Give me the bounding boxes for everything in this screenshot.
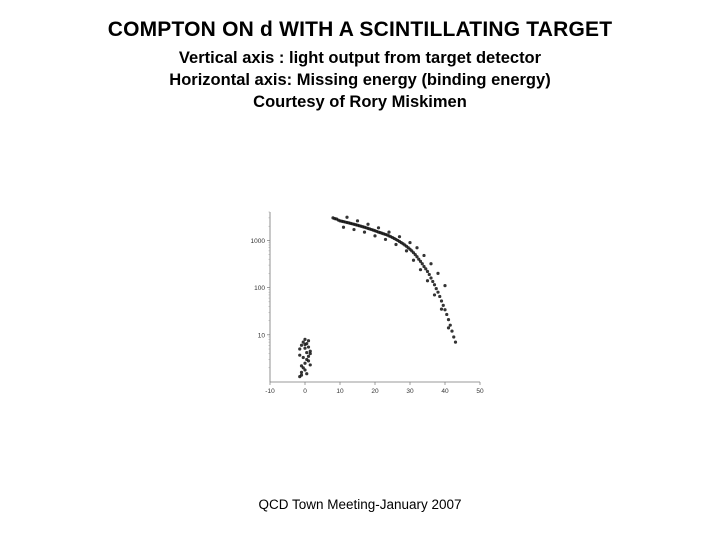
data-point (441, 303, 445, 307)
data-point (301, 355, 305, 360)
x-tick-label: 30 (406, 388, 414, 395)
data-point (424, 267, 428, 271)
data-point (306, 359, 311, 363)
data-point (418, 259, 423, 263)
slide-footer: QCD Town Meeting-January 2007 (258, 497, 462, 512)
data-point (376, 226, 381, 230)
data-point (415, 255, 419, 259)
data-point (298, 353, 302, 357)
data-point (373, 234, 377, 238)
data-point (362, 230, 367, 234)
data-point (341, 225, 346, 229)
data-point (301, 340, 305, 344)
data-point (427, 272, 431, 277)
data-point (299, 373, 304, 377)
data-point (446, 326, 451, 330)
data-point (408, 240, 412, 245)
x-tick-label: 50 (476, 388, 484, 395)
data-point (415, 246, 419, 250)
data-point (425, 269, 430, 274)
data-point (303, 346, 307, 350)
data-point (443, 284, 447, 288)
data-point (355, 219, 360, 223)
data-point (425, 279, 430, 283)
data-point (303, 343, 307, 347)
data-point (431, 279, 435, 284)
subtitle-horizontal-axis: Horizontal axis: Missing energy (binding… (169, 71, 551, 89)
data-point (436, 271, 440, 276)
data-point (439, 299, 444, 303)
data-point (443, 308, 447, 312)
data-point (432, 293, 437, 297)
data-point (303, 361, 307, 365)
data-point (366, 222, 370, 226)
data-point (308, 351, 312, 356)
data-point (303, 368, 307, 372)
data-point (387, 230, 391, 234)
data-point (305, 372, 309, 376)
data-point (299, 370, 304, 374)
slide-subtitles: Vertical axis : light output from target… (0, 47, 720, 113)
data-point (352, 227, 356, 232)
data-point (434, 287, 438, 291)
subtitle-vertical-axis: Vertical axis : light output from target… (178, 49, 542, 67)
data-point (305, 350, 309, 355)
data-point (439, 307, 444, 311)
data-point (306, 339, 311, 343)
data-point (429, 262, 433, 266)
x-tick-label: 40 (441, 388, 449, 395)
data-point (432, 283, 437, 287)
data-point (306, 345, 311, 349)
data-point (417, 257, 421, 261)
y-tick-label: 10 (258, 332, 266, 339)
data-point (448, 323, 452, 327)
x-tick-label: -10 (265, 388, 275, 395)
data-point (453, 340, 458, 344)
data-point (446, 317, 451, 322)
x-tick-label: 10 (336, 388, 344, 395)
data-point (303, 337, 307, 341)
data-point (445, 312, 449, 317)
data-point (429, 276, 433, 280)
subtitle-credit: Courtesy of Rory Miskimen (253, 93, 467, 111)
data-point (418, 268, 423, 272)
x-tick-label: 20 (371, 388, 379, 395)
data-point (436, 290, 440, 294)
x-tick-label: 0 (303, 388, 307, 395)
data-point (452, 335, 456, 339)
scatter-chart: -10 0 10 20 30 40 50 10 100 1000 (251, 211, 484, 395)
data-point (422, 253, 426, 258)
scatter-chart-container: -10 0 10 20 30 40 50 10 100 1000 (248, 206, 488, 404)
data-point (450, 329, 454, 333)
data-point (422, 264, 426, 269)
data-point (308, 349, 312, 353)
data-point (394, 242, 398, 247)
y-tick-label: 100 (254, 285, 265, 292)
data-point (308, 363, 312, 367)
data-point (411, 258, 416, 262)
data-point (397, 235, 402, 239)
y-tick-label: 1000 (251, 238, 266, 245)
data-point (299, 364, 304, 368)
data-point (438, 294, 442, 299)
data-point (383, 237, 388, 242)
data-point (299, 343, 304, 347)
data-point (404, 249, 409, 253)
data-point (413, 253, 417, 257)
data-point (345, 215, 349, 219)
data-point (420, 262, 424, 266)
slide-title: COMPTON ON d WITH A SCINTILLATING TARGET (107, 18, 613, 41)
data-point (298, 347, 302, 351)
data-point (306, 354, 311, 358)
